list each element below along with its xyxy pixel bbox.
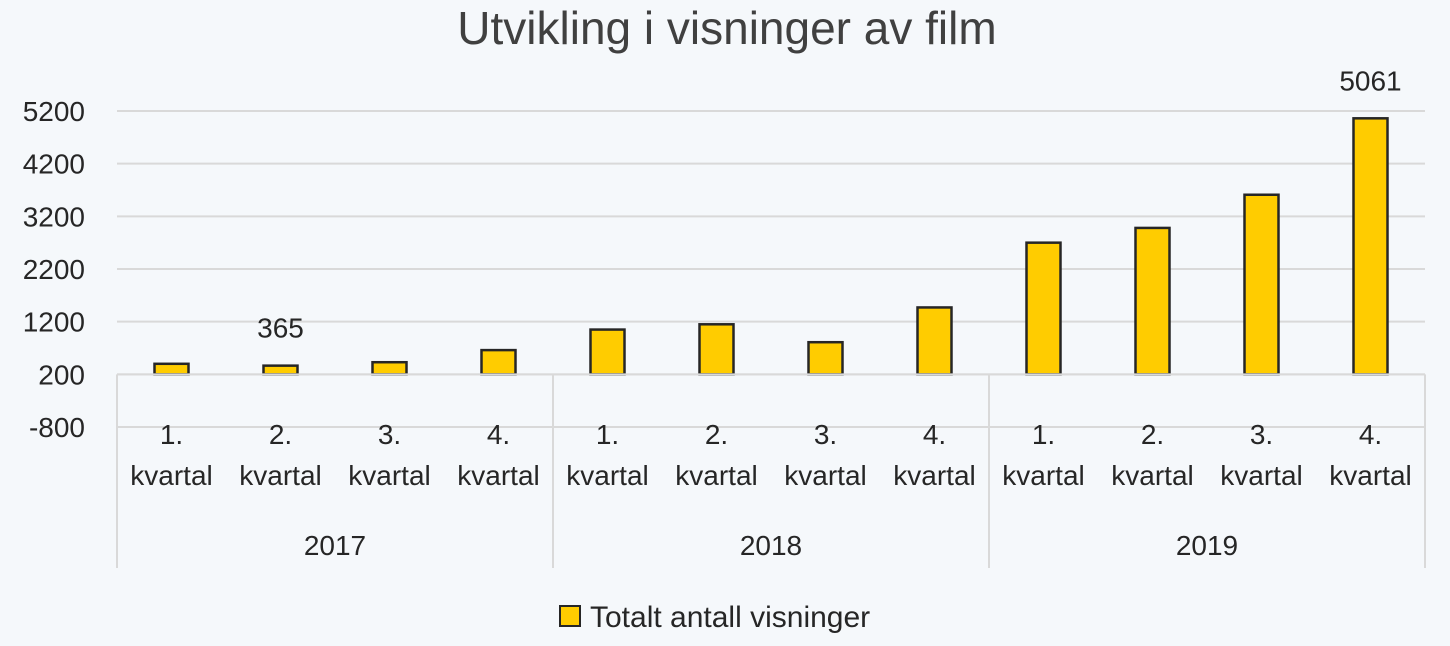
data-label: 365 xyxy=(257,313,304,344)
y-axis-ticks: -800 200 1200 2200 3200 4200 5200 xyxy=(23,96,85,443)
y-tick-label: 3200 xyxy=(23,201,85,232)
x-tick-label: 4. kvartal xyxy=(457,419,539,491)
x-axis: 1. kvartal 2. kvartal 3. kvartal 4. kvartal 1. kv… xyxy=(116,373,1426,568)
bar xyxy=(480,348,517,376)
x-tick-label: 3. kvartal xyxy=(1220,419,1302,491)
chart-title: Utvikling i visninger av film xyxy=(457,2,996,54)
data-labels: 365 5061 xyxy=(257,65,1402,343)
group-label: 2019 xyxy=(1176,530,1238,561)
x-tick-label: 1. kvartal xyxy=(1002,419,1084,491)
bar xyxy=(807,340,844,376)
x-tick-label: 3. kvartal xyxy=(784,419,866,491)
bar xyxy=(153,362,190,376)
y-tick-label: 2200 xyxy=(23,254,85,285)
bar xyxy=(1352,117,1389,376)
x-tick-label: 1. kvartal xyxy=(566,419,648,491)
legend: Totalt antall visninger xyxy=(559,601,870,634)
legend-swatch xyxy=(559,605,581,627)
y-tick-label: 200 xyxy=(38,359,85,390)
y-tick-label: -800 xyxy=(29,412,85,443)
bar xyxy=(1243,193,1280,376)
group-label: 2017 xyxy=(304,530,366,561)
bar xyxy=(916,306,953,376)
gridlines xyxy=(117,110,1425,428)
bar xyxy=(262,364,299,376)
x-tick-label: 4. kvartal xyxy=(1329,419,1411,491)
y-tick-label: 4200 xyxy=(23,149,85,180)
y-tick-label: 5200 xyxy=(23,96,85,127)
bar xyxy=(1134,226,1171,376)
data-label: 5061 xyxy=(1339,65,1401,96)
bar xyxy=(371,360,408,376)
x-tick-label: 2. kvartal xyxy=(1111,419,1193,491)
bar xyxy=(589,328,626,376)
x-tick-label: 2. kvartal xyxy=(239,419,321,491)
x-tick-label: 4. kvartal xyxy=(893,419,975,491)
bars xyxy=(153,117,1389,376)
x-tick-label: 3. kvartal xyxy=(348,419,430,491)
group-label: 2018 xyxy=(740,530,802,561)
y-tick-label: 1200 xyxy=(23,307,85,338)
x-tick-label: 2. kvartal xyxy=(675,419,757,491)
bar xyxy=(698,323,735,376)
legend-label: Totalt antall visninger xyxy=(590,601,870,634)
x-tick-label: 1. kvartal xyxy=(130,419,212,491)
bar xyxy=(1025,241,1062,376)
